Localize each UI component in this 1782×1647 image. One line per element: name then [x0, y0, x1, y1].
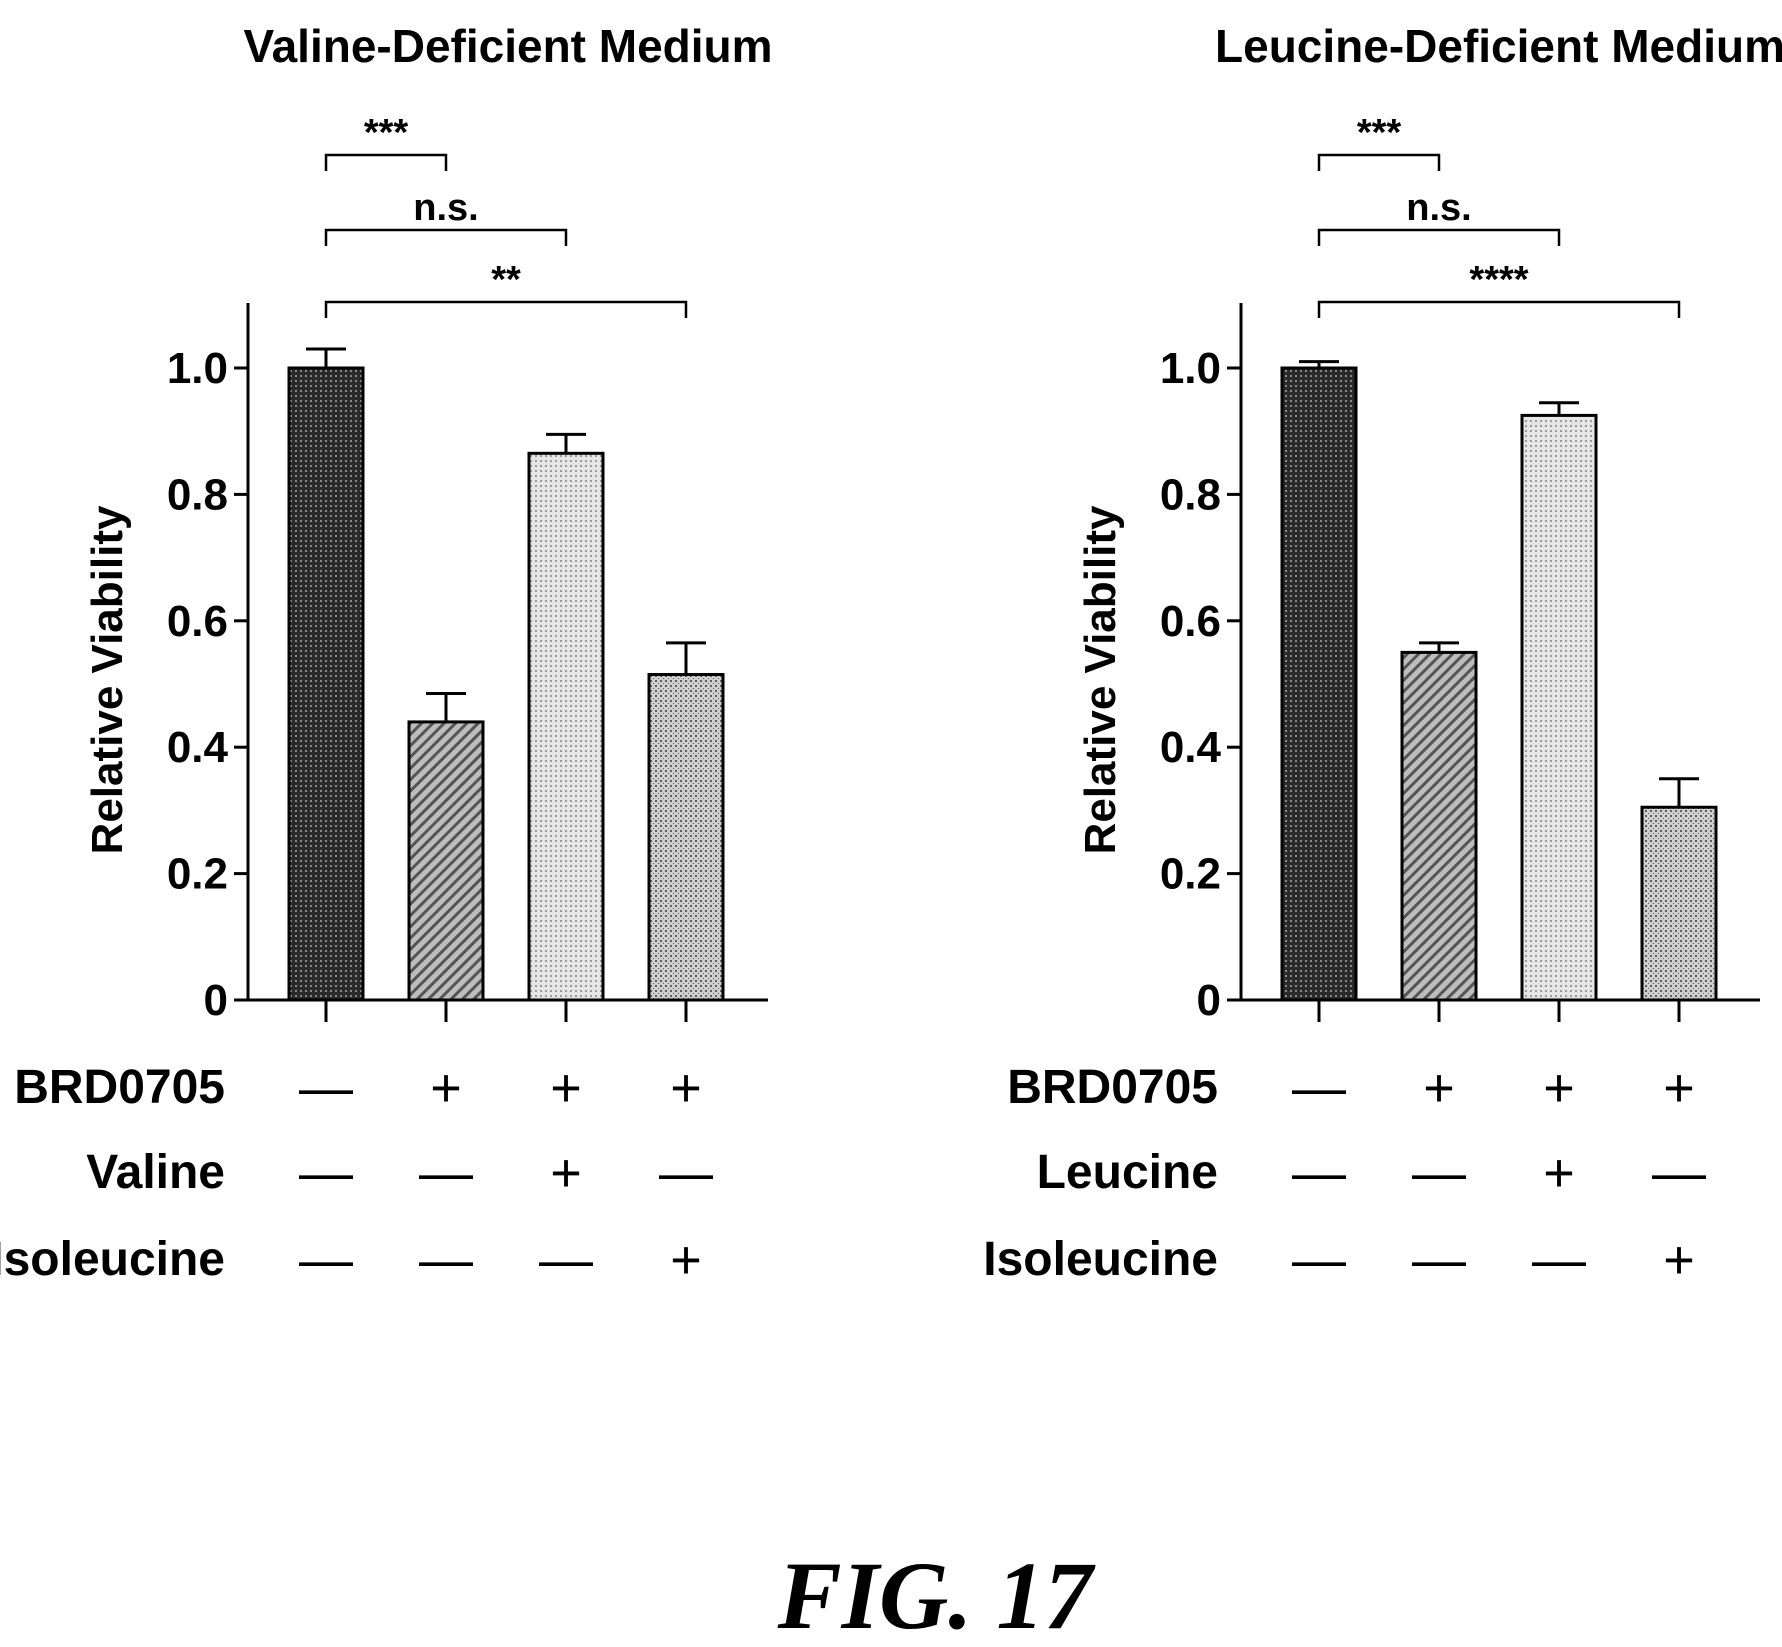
significance-bracket — [324, 228, 568, 246]
significance-label: n.s. — [1406, 187, 1471, 229]
significance-label: *** — [1357, 112, 1402, 154]
condition-symbol: — — [659, 1143, 713, 1203]
condition-symbol: — — [539, 1230, 593, 1290]
condition-label-valine: Valine — [86, 1146, 225, 1199]
y-tick-label: 0.6 — [167, 597, 228, 646]
significance-bracket — [324, 153, 448, 171]
significance-label: **** — [1469, 259, 1528, 301]
y-tick-label: 0.4 — [1160, 723, 1222, 772]
bar — [1520, 413, 1598, 1002]
condition-label-brd0705: BRD0705 — [1007, 1061, 1218, 1114]
condition-symbol: + — [550, 1143, 582, 1203]
condition-symbol: — — [1532, 1230, 1586, 1290]
condition-symbol: + — [1543, 1143, 1575, 1203]
figure-label: FIG. 17 — [777, 1542, 1097, 1647]
condition-symbol: — — [299, 1230, 353, 1290]
condition-symbol: — — [419, 1230, 473, 1290]
condition-symbol: + — [430, 1058, 462, 1118]
chart-panel-valine: Valine-Deficient Medium Relative Viabili… — [0, 20, 773, 1290]
bar — [527, 451, 605, 1002]
y-tick-label: 0 — [204, 976, 228, 1025]
condition-symbol: — — [1292, 1143, 1346, 1203]
condition-symbol: — — [1292, 1230, 1346, 1290]
condition-symbol: + — [670, 1058, 702, 1118]
bar — [1640, 805, 1718, 1002]
y-tick-label: 0.6 — [1160, 597, 1221, 646]
chart-panel-leucine: Leucine-Deficient Medium Relative Viabil… — [983, 20, 1782, 1290]
chart-marks: 0 0.2 0.4 0.6 0.8 1.0 ***n.s. ** — + + + — — + — — — — + — [167, 112, 768, 1290]
condition-symbol: — — [1652, 1143, 1706, 1203]
condition-symbol: — — [1412, 1143, 1466, 1203]
significance-label: ** — [491, 259, 521, 301]
condition-symbol: — — [1292, 1058, 1346, 1118]
condition-label-brd0705: BRD0705 — [14, 1061, 225, 1114]
condition-label-isoleucine: Isoleucine — [983, 1233, 1218, 1286]
condition-label-isoleucine: Isoleucine — [0, 1233, 225, 1286]
y-axis-label: Relative Viability — [1076, 505, 1125, 854]
bar — [1400, 650, 1478, 1002]
condition-symbol: + — [1423, 1058, 1455, 1118]
condition-symbol: — — [299, 1058, 353, 1118]
condition-symbol: + — [1663, 1058, 1695, 1118]
condition-symbol: — — [419, 1143, 473, 1203]
y-tick-label: 0.2 — [167, 850, 228, 899]
significance-bracket — [324, 300, 688, 318]
condition-symbol: — — [1412, 1230, 1466, 1290]
chart-title: Leucine-Deficient Medium — [1215, 20, 1782, 72]
y-axis-label: Relative Viability — [83, 505, 132, 854]
significance-bracket — [1317, 228, 1561, 246]
y-tick-label: 1.0 — [1160, 344, 1221, 393]
y-tick-label: 0.4 — [167, 723, 229, 772]
condition-label-leucine: Leucine — [1037, 1146, 1218, 1199]
significance-label: *** — [364, 112, 409, 154]
bar — [1280, 366, 1358, 1002]
y-tick-label: 0.8 — [167, 470, 228, 519]
chart-marks: 0 0.2 0.4 0.6 0.8 1.0 ***n.s. **** — + + + — — + — — — — + — [1160, 112, 1760, 1290]
condition-symbol: — — [299, 1143, 353, 1203]
bar — [407, 720, 485, 1002]
y-tick-label: 0 — [1197, 976, 1221, 1025]
condition-symbol: + — [670, 1230, 702, 1290]
condition-symbol: + — [1543, 1058, 1575, 1118]
y-tick-label: 0.8 — [1160, 470, 1221, 519]
significance-bracket — [1317, 300, 1681, 318]
chart-title: Valine-Deficient Medium — [243, 20, 772, 72]
y-tick-label: 1.0 — [167, 344, 228, 393]
y-tick-label: 0.2 — [1160, 850, 1221, 899]
bar — [647, 673, 725, 1002]
significance-label: n.s. — [413, 187, 478, 229]
bar — [287, 366, 365, 1002]
condition-symbol: + — [550, 1058, 582, 1118]
significance-bracket — [1317, 153, 1441, 171]
condition-symbol: + — [1663, 1230, 1695, 1290]
